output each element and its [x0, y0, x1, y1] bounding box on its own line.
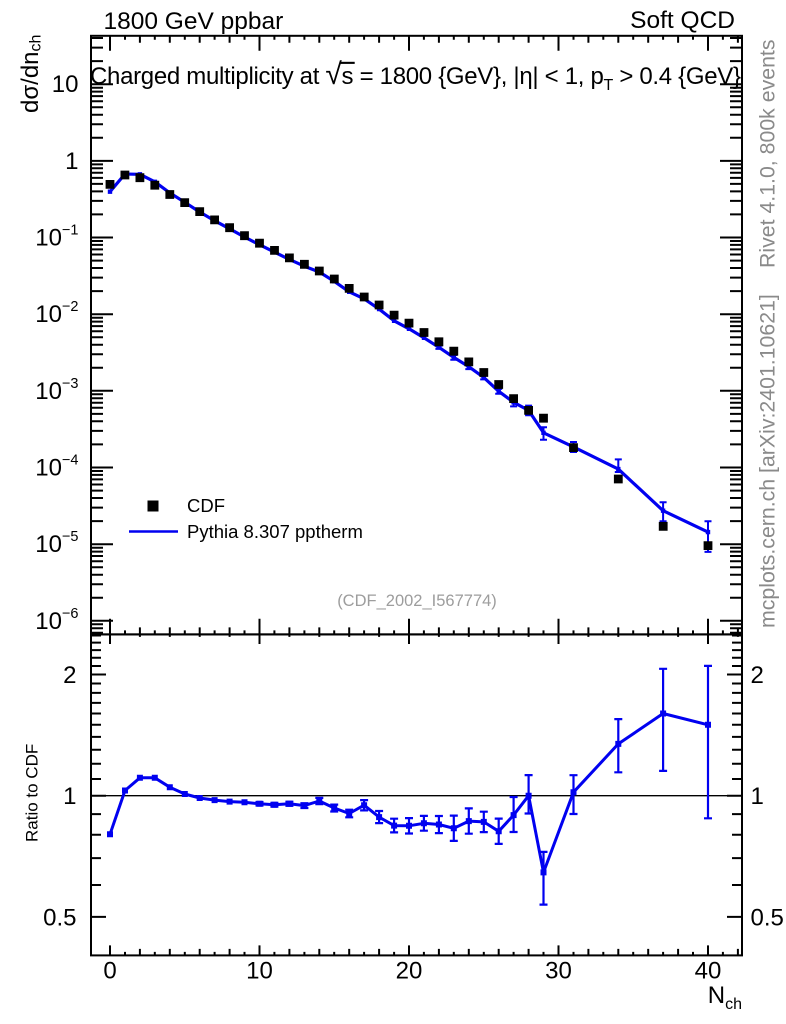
svg-text:Nch: Nch — [708, 982, 742, 1013]
svg-text:10: 10 — [52, 71, 79, 98]
svg-text:mcplots.cern.ch [arXiv:2401.10: mcplots.cern.ch [arXiv:2401.10621] — [756, 294, 780, 628]
svg-text:Ratio to CDF: Ratio to CDF — [23, 744, 42, 842]
svg-text:1800 GeV ppbar: 1800 GeV ppbar — [104, 8, 284, 35]
svg-text:10−6: 10−6 — [35, 606, 78, 635]
svg-text:40: 40 — [695, 958, 722, 985]
svg-text:10−1: 10−1 — [35, 223, 78, 252]
svg-text:0.5: 0.5 — [751, 904, 784, 931]
svg-text:10−3: 10−3 — [35, 376, 78, 405]
svg-text:Pythia 8.307 pptherm: Pythia 8.307 pptherm — [187, 521, 363, 542]
svg-text:10−5: 10−5 — [35, 529, 78, 558]
svg-text:10−2: 10−2 — [35, 299, 78, 328]
svg-text:30: 30 — [545, 958, 572, 985]
svg-text:20: 20 — [396, 958, 423, 985]
svg-text:10: 10 — [246, 958, 273, 985]
svg-text:dσ/dnch: dσ/dnch — [17, 35, 45, 113]
svg-text:Charged multiplicity at √s = 1: Charged multiplicity at √s = 1800 {GeV},… — [90, 58, 741, 94]
svg-text:1: 1 — [751, 783, 764, 810]
svg-text:1: 1 — [63, 783, 76, 810]
svg-text:2: 2 — [751, 662, 764, 689]
svg-text:2: 2 — [63, 662, 76, 689]
svg-text:CDF: CDF — [187, 495, 225, 516]
svg-text:0: 0 — [103, 958, 116, 985]
svg-text:1: 1 — [65, 148, 78, 175]
svg-text:Soft QCD: Soft QCD — [630, 7, 735, 34]
svg-text:(CDF_2002_I567774): (CDF_2002_I567774) — [337, 592, 497, 610]
svg-text:10−4: 10−4 — [35, 453, 78, 482]
svg-text:0.5: 0.5 — [43, 904, 76, 931]
svg-text:Rivet 4.1.0, 800k events: Rivet 4.1.0, 800k events — [756, 40, 780, 268]
